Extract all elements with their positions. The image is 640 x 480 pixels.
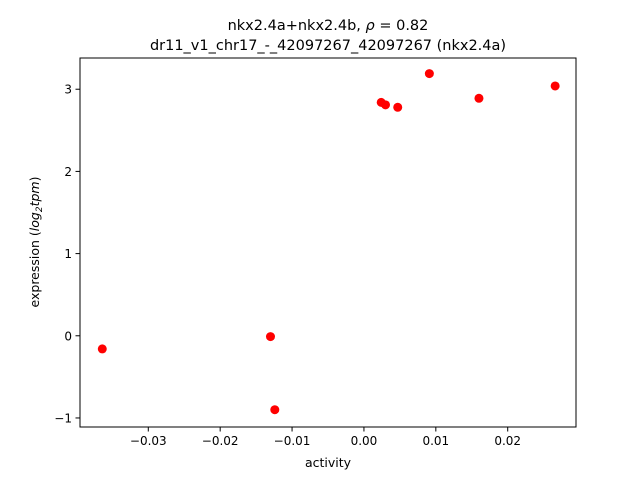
x-tick-label: −0.02 [202, 434, 239, 448]
data-point [424, 69, 434, 79]
y-axis-label: expression (log2tpm) [27, 177, 45, 308]
y-axis-ticks: −1 0 1 2 3 [54, 83, 80, 425]
x-tick-label: 0.01 [422, 434, 449, 448]
data-point [381, 100, 391, 110]
x-tick-label: −0.03 [130, 434, 167, 448]
data-point [550, 81, 560, 91]
y-axis-label-tpm: tpm [27, 181, 42, 206]
y-tick-label: 1 [64, 247, 72, 261]
y-axis-label-log: log [27, 212, 42, 231]
x-tick-label: 0.02 [494, 434, 521, 448]
data-point [393, 102, 403, 112]
y-axis-label-close: ) [27, 177, 42, 182]
y-tick-label: −1 [54, 411, 72, 425]
x-tick-label: 0.00 [351, 434, 378, 448]
chart-subtitle: dr11_v1_chr17_-_42097267_42097267 (nkx2.… [150, 38, 506, 54]
y-tick-label: 2 [64, 165, 72, 179]
x-axis-ticks: −0.03 −0.02 −0.01 0.00 0.01 0.02 [130, 427, 521, 448]
data-point [474, 93, 484, 103]
data-point [270, 405, 280, 415]
data-point [265, 332, 275, 342]
y-tick-label: 0 [64, 329, 72, 343]
chart-title-rho: ρ [366, 18, 376, 34]
x-axis-label: activity [305, 455, 352, 470]
x-tick-label: −0.01 [274, 434, 311, 448]
y-axis-label-sub: 2 [35, 206, 45, 212]
y-axis-label-text: expression ( [27, 231, 42, 307]
axes-frame [79, 57, 577, 428]
data-point [97, 344, 107, 354]
chart-title: nkx2.4a+nkx2.4b, ρ = 0.82 [228, 18, 429, 34]
plot-area [97, 69, 560, 415]
y-tick-label: 3 [64, 83, 72, 97]
chart-title-rho-value: = 0.82 [375, 18, 429, 34]
chart-title-text: nkx2.4a+nkx2.4b, [228, 18, 366, 34]
